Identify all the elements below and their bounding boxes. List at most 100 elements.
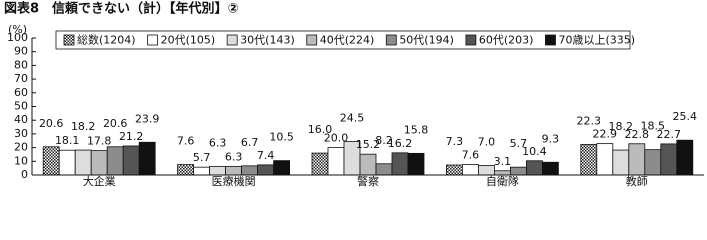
bar bbox=[509, 166, 527, 176]
bar bbox=[612, 149, 630, 176]
legend-swatch bbox=[226, 34, 238, 46]
bar bbox=[106, 146, 124, 176]
value-label: 7.0 bbox=[478, 135, 496, 148]
value-label: 16.0 bbox=[308, 123, 333, 136]
value-label: 18.1 bbox=[55, 134, 80, 147]
y-tick-label: 100 bbox=[7, 31, 28, 44]
bar bbox=[177, 164, 195, 176]
legend-label: 20代(105) bbox=[161, 34, 216, 47]
y-axis-label: (%) bbox=[8, 23, 27, 36]
value-label: 7.3 bbox=[446, 135, 464, 148]
x-tick-label: 大企業 bbox=[83, 174, 116, 187]
value-label: 20.0 bbox=[324, 132, 349, 145]
value-label: 16.2 bbox=[388, 137, 413, 150]
value-label: 7.6 bbox=[177, 135, 195, 148]
value-label: 17.8 bbox=[87, 135, 112, 148]
y-tick-label: 60 bbox=[14, 86, 28, 99]
legend-label: 60代(203) bbox=[479, 34, 534, 47]
legend-swatch bbox=[465, 34, 477, 46]
bar bbox=[391, 152, 409, 176]
value-label: 6.3 bbox=[209, 136, 227, 149]
bar bbox=[257, 164, 275, 176]
bar bbox=[225, 165, 243, 176]
legend-swatch bbox=[306, 34, 318, 46]
bar bbox=[542, 161, 559, 176]
bar bbox=[241, 165, 259, 176]
value-label: 18.2 bbox=[609, 120, 634, 133]
bar bbox=[273, 160, 291, 176]
bar bbox=[327, 147, 345, 176]
bar bbox=[407, 152, 425, 176]
bar bbox=[42, 146, 60, 176]
value-label: 6.7 bbox=[241, 136, 259, 149]
bar bbox=[90, 150, 108, 176]
value-label: 18.2 bbox=[71, 120, 96, 133]
value-label: 20.6 bbox=[39, 117, 64, 130]
bar bbox=[580, 144, 598, 176]
x-tick-label: 医療機関 bbox=[212, 174, 256, 187]
y-tick-label: 50 bbox=[14, 100, 28, 113]
legend-swatch bbox=[385, 34, 397, 46]
value-label: 22.8 bbox=[625, 128, 650, 141]
bar bbox=[58, 149, 76, 176]
legend-swatch bbox=[545, 34, 556, 46]
value-label: 15.8 bbox=[404, 123, 429, 136]
bar bbox=[138, 141, 156, 176]
bar bbox=[311, 152, 329, 176]
chart-title: 図表8 信頼できない（計）【年代別】② bbox=[4, 1, 239, 17]
bar bbox=[193, 166, 211, 176]
legend-swatch bbox=[63, 34, 75, 46]
chart: 図表8 信頼できない（計）【年代別】② (%) 0102030405060708… bbox=[4, 1, 704, 187]
value-label: 23.9 bbox=[135, 112, 160, 125]
legend-label: 30代(143) bbox=[240, 34, 295, 47]
legend-label: 40代(224) bbox=[320, 34, 375, 47]
value-label: 25.4 bbox=[673, 110, 698, 123]
value-label: 8.2 bbox=[375, 134, 393, 147]
value-label: 7.4 bbox=[257, 149, 275, 162]
bar bbox=[122, 145, 140, 176]
bar bbox=[526, 160, 543, 176]
bar bbox=[477, 165, 495, 176]
value-label: 22.7 bbox=[657, 128, 682, 141]
bar bbox=[596, 143, 614, 176]
value-label: 5.7 bbox=[193, 151, 211, 164]
bar bbox=[493, 170, 511, 176]
value-label: 24.5 bbox=[340, 111, 365, 124]
value-label: 22.9 bbox=[593, 128, 618, 141]
value-label: 7.6 bbox=[462, 149, 480, 162]
bar bbox=[676, 139, 694, 176]
value-label: 20.6 bbox=[103, 117, 128, 130]
bar bbox=[445, 164, 463, 176]
y-tick-label: 70 bbox=[14, 72, 28, 85]
bar bbox=[461, 164, 479, 176]
value-label: 9.3 bbox=[542, 132, 560, 145]
value-label: 15.2 bbox=[356, 138, 381, 151]
value-label: 10.4 bbox=[522, 145, 547, 158]
bar bbox=[660, 143, 678, 176]
y-tick-label: 30 bbox=[14, 127, 28, 140]
bar bbox=[375, 163, 393, 176]
value-label: 21.2 bbox=[119, 130, 144, 143]
y-tick-label: 80 bbox=[14, 58, 28, 71]
bar bbox=[74, 149, 92, 176]
bar bbox=[359, 153, 377, 176]
y-tick-label: 40 bbox=[14, 113, 28, 126]
legend-box bbox=[55, 30, 631, 50]
legend-label: 70歳以上(335) bbox=[558, 34, 635, 47]
x-tick-label: 教師 bbox=[626, 175, 648, 187]
value-label: 22.3 bbox=[577, 114, 602, 127]
y-tick-label: 20 bbox=[14, 141, 28, 154]
value-label: 3.1 bbox=[494, 155, 512, 168]
value-label: 18.5 bbox=[641, 120, 666, 133]
legend-label: 50代(194) bbox=[399, 34, 454, 47]
y-tick-label: 0 bbox=[21, 168, 28, 181]
x-tick-label: 警察 bbox=[357, 174, 379, 187]
value-label: 5.7 bbox=[510, 137, 528, 150]
y-tick-label: 90 bbox=[14, 45, 28, 58]
bar bbox=[209, 165, 227, 176]
value-label: 6.3 bbox=[225, 150, 243, 163]
y-tick-label: 10 bbox=[14, 154, 28, 167]
legend-label: 総数(1204) bbox=[77, 33, 136, 47]
bar bbox=[644, 149, 662, 176]
bar bbox=[628, 143, 646, 176]
